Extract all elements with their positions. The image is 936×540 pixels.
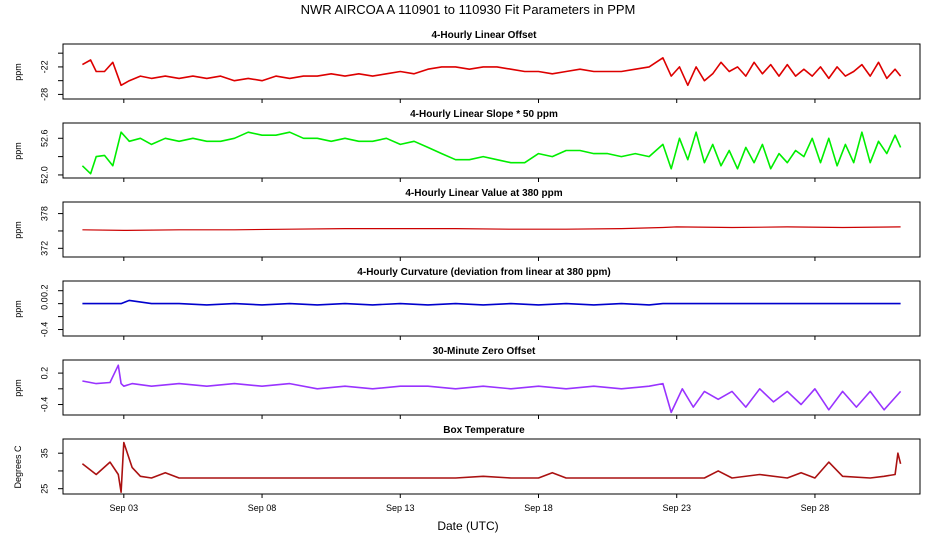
- y-axis: -28 -22: [39, 52, 63, 101]
- series-line: [82, 56, 902, 103]
- y-axis-label: ppm: [13, 63, 23, 81]
- y-axis: 372 378: [39, 206, 63, 256]
- series-line-path: [82, 364, 902, 414]
- y-axis-label: ppm: [13, 300, 23, 318]
- panel-title: 4-Hourly Linear Value at 380 ppm: [405, 188, 562, 199]
- series-line-path: [81, 441, 902, 494]
- y-tick-label: 372: [39, 241, 49, 256]
- y-axis: 25 35: [39, 448, 63, 494]
- series-line: [81, 131, 902, 182]
- panel-title: 30-Minute Zero Offset: [433, 346, 536, 357]
- y-tick-label: 0.2: [39, 284, 49, 297]
- panel-box-temperature: Box Temperature 25 35 Degrees C: [13, 425, 921, 498]
- x-tick-label: Sep 03: [110, 503, 139, 513]
- x-tick-label: Sep 18: [524, 503, 553, 513]
- y-tick-label: 0.0: [39, 297, 49, 310]
- y-tick-label: 25: [39, 484, 49, 494]
- x-tick-label: Sep 23: [662, 503, 691, 513]
- series-line-path: [82, 226, 901, 231]
- series-line-path: [81, 131, 902, 175]
- y-axis-label: ppm: [13, 379, 23, 397]
- panel-slope: 4-Hourly Linear Slope * 50 ppm 52.052.6 …: [13, 109, 921, 184]
- y-axis-label: ppm: [13, 221, 23, 239]
- x-tick-label: Sep 08: [248, 503, 277, 513]
- y-tick-label: 378: [39, 206, 49, 221]
- panel-value: 4-Hourly Linear Value at 380 ppm 372378 …: [13, 188, 921, 261]
- x-axis-label: Date (UTC): [437, 519, 498, 533]
- x-tick-label: Sep 13: [386, 503, 415, 513]
- series-line: [81, 441, 902, 498]
- x-axis: Sep 03 Sep 08 Sep 13 Sep 18 Sep 23 Sep 28: [110, 503, 830, 513]
- y-axis-label: Degrees C: [13, 445, 23, 489]
- series-line-path: [82, 299, 901, 306]
- y-axis: -0.4 0.2: [39, 367, 63, 412]
- series-line-path: [82, 56, 902, 87]
- y-tick-label: -22: [39, 60, 49, 73]
- figure-title: NWR AIRCOA A 110901 to 110930 Fit Parame…: [301, 2, 636, 17]
- plot-frame: [62, 43, 921, 100]
- plot-frame: [62, 438, 921, 495]
- y-tick-label: 0.2: [39, 367, 49, 380]
- panel-curvature: 4-Hourly Curvature (deviation from linea…: [13, 267, 921, 340]
- y-tick-label: 35: [39, 448, 49, 458]
- plot-frame: [62, 201, 921, 258]
- y-tick-label: -0.4: [39, 397, 49, 413]
- y-tick-label: -0.4: [39, 322, 49, 338]
- series-line: [82, 364, 902, 419]
- x-tick-label: Sep 28: [801, 503, 830, 513]
- series-line: [82, 226, 901, 261]
- plot-frame: [62, 122, 921, 179]
- plot-frame: [62, 359, 921, 416]
- panel-title: 4-Hourly Linear Offset: [431, 30, 537, 41]
- y-tick-label: 52.6: [39, 130, 49, 148]
- series-line: [82, 299, 901, 340]
- plot-frame: [62, 280, 921, 337]
- panel-offset: 4-Hourly Linear Offset -28 -22 ppm: [13, 30, 921, 103]
- y-tick-label: -28: [39, 88, 49, 101]
- y-axis-label: ppm: [13, 142, 23, 160]
- panel-zero-offset: 30-Minute Zero Offset -0.4 0.2 ppm: [13, 346, 921, 419]
- panel-title: 4-Hourly Curvature (deviation from linea…: [357, 267, 610, 278]
- y-axis: -0.4 0.00.2: [39, 284, 63, 337]
- y-tick-label: 52.0: [39, 166, 49, 184]
- panel-title: 4-Hourly Linear Slope * 50 ppm: [410, 109, 558, 120]
- panel-title: Box Temperature: [443, 425, 525, 436]
- y-axis: 52.0 52.6: [39, 130, 63, 184]
